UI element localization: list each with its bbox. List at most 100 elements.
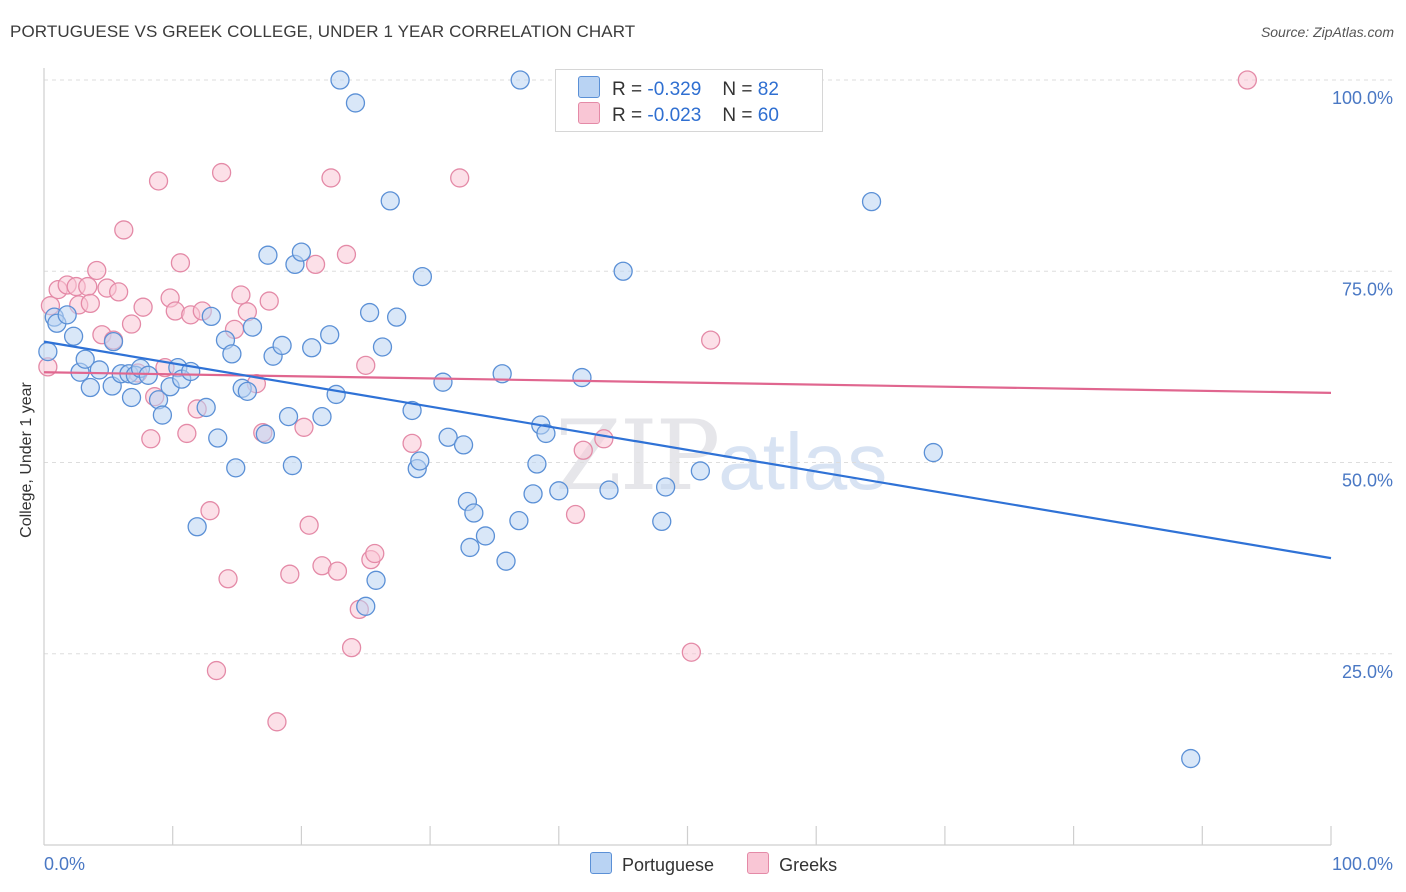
greeks-point [80,293,100,314]
greeks-point [573,440,593,460]
portuguese-point [121,387,142,408]
stats-legend: R = -0.329 N = 82 R = -0.023 N = 60 [555,69,823,132]
greeks-point [594,429,614,449]
portuguese-trend-line [43,340,1332,560]
series-legend: Portuguese Greeks [590,852,865,876]
trend-lines [43,340,1332,560]
greeks-point [114,220,134,240]
portuguese-point [613,261,633,281]
greeks-point [299,515,319,535]
n-value: 60 [757,105,779,126]
legend-label: Portuguese [622,855,715,875]
portuguese-point [599,480,619,500]
portuguese-point [196,397,216,418]
n-label: N = [722,79,753,100]
greeks-point [1237,70,1257,90]
r-value: -0.023 [647,105,702,126]
greeks-point [206,660,227,681]
watermark-atlas: atlas [718,417,888,506]
greeks-point [78,276,98,297]
portuguese-point [372,337,393,357]
greeks-point [121,314,142,334]
portuguese-point [453,435,474,455]
portuguese-point [75,349,95,369]
greeks-point [141,429,161,449]
portuguese-point [278,406,299,427]
portuguese-point [63,326,84,346]
portuguese-point [255,424,276,444]
portuguese-point [386,307,407,327]
portuguese-point [475,526,496,546]
portuguese-point [438,427,458,447]
portuguese-point [366,570,386,590]
greeks-point [701,330,721,350]
portuguese-point [320,325,340,345]
portuguese-point [572,367,592,388]
greeks-trend-line [43,371,1332,394]
greeks-point [170,253,191,273]
grid-lines [44,79,1392,655]
portuguese-point [464,503,484,523]
greeks-point [402,433,422,454]
chart-title: PORTUGUESE VS GREEK COLLEGE, UNDER 1 YEA… [10,22,636,41]
greeks-swatch [578,102,600,124]
legend-row-portuguese: R = -0.329 N = 82 [578,76,779,100]
legend-item-portuguese[interactable]: Portuguese [590,852,714,876]
portuguese-point [187,517,207,537]
portuguese-point [510,70,530,90]
greeks-swatch [747,852,770,874]
portuguese-point [380,191,400,211]
greeks-points [38,70,1257,732]
portuguese-point [103,331,124,352]
portuguese-point [1181,748,1201,769]
portuguese-point [345,93,366,113]
greeks-point [681,642,702,662]
greeks-point [200,501,220,521]
portuguese-point [523,484,543,504]
portuguese-point [509,510,529,531]
portuguese-point [138,365,158,385]
portuguese-point [433,372,453,392]
portuguese-point [655,477,676,497]
greeks-point [327,561,348,581]
x-ticks [172,826,1332,845]
portuguese-point [923,442,943,463]
portuguese-point [237,381,257,402]
portuguese-point [330,70,350,90]
portuguese-point [460,537,480,558]
greeks-point [211,162,232,183]
greeks-point [267,712,287,732]
axes [43,68,1331,846]
greeks-point [280,564,300,584]
legend-label: Greeks [779,855,838,875]
y-tick-label: 25.0% [1342,662,1393,682]
r-label: R = [612,105,643,126]
portuguese-point [226,458,246,478]
greeks-point [218,569,238,589]
greeks-point [177,423,197,444]
portuguese-point [356,596,376,616]
portuguese-point [359,302,380,323]
portuguese-point [326,384,346,405]
y-tick-label: 100.0% [1332,88,1393,108]
legend-row-greeks: R = -0.023 N = 60 [578,102,779,126]
portuguese-swatch [590,852,612,874]
portuguese-point [282,455,303,476]
greeks-point [450,168,470,188]
n-label: N = [722,105,753,126]
portuguese-point [536,423,556,444]
portuguese-point [152,405,173,425]
x-tick-label-max: 100.0% [1332,854,1393,874]
portuguese-point [652,511,672,532]
r-label: R = [612,79,643,100]
greeks-point [231,285,251,305]
portuguese-point [549,481,569,501]
n-value: 82 [757,79,779,100]
portuguese-point [496,551,516,571]
greeks-point [148,171,169,191]
legend-item-greeks[interactable]: Greeks [747,852,837,876]
greeks-point [133,297,153,317]
portuguese-point [412,266,433,287]
greeks-point [321,168,341,188]
